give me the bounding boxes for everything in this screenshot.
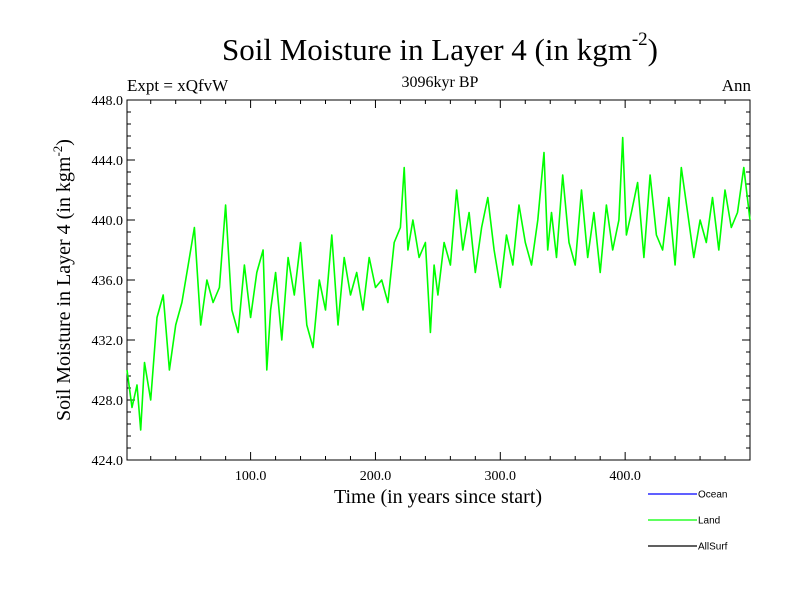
x-tick-label: 200.0	[360, 469, 392, 484]
y-tick-label: 428.0	[92, 394, 124, 409]
experiment-label: Expt = xQfvW	[127, 76, 229, 95]
x-axis-label: Time (in years since start)	[334, 486, 542, 508]
x-tick-label: 400.0	[609, 469, 641, 484]
x-tick-label: 100.0	[235, 469, 267, 484]
chart-title-end: )	[647, 32, 658, 67]
chart-title-superscript: -2	[631, 28, 648, 50]
legend-label-land: Land	[698, 516, 720, 527]
y-tick-label: 424.0	[92, 454, 124, 469]
y-tick-label: 440.0	[92, 214, 124, 229]
series-line-land	[126, 136, 751, 431]
legend-label-allsurf: AllSurf	[698, 542, 728, 553]
y-tick-label: 448.0	[92, 94, 124, 109]
period-label: 3096kyr BP	[401, 74, 479, 91]
legend: Ocean Land AllSurf	[648, 490, 728, 553]
y-axis-ticks: 424.0 428.0 432.0 436.0 440.0 444.0 448.0	[92, 94, 750, 469]
plot-frame	[126, 99, 751, 461]
chart-title: Soil Moisture in Layer 4 (in kgm-2)	[0, 28, 800, 68]
y-axis-label-superscript: -2	[50, 146, 65, 157]
legend-label-ocean: Ocean	[698, 490, 727, 501]
y-tick-label: 444.0	[92, 154, 124, 169]
y-tick-label: 432.0	[92, 334, 124, 349]
season-label: Ann	[721, 76, 751, 95]
y-axis-label: Soil Moisture in Layer 4 (in kgm-2)	[50, 139, 75, 421]
chart-title-text: Soil Moisture in Layer 4 (in kgm	[222, 32, 632, 67]
y-tick-label: 436.0	[92, 274, 124, 289]
y-axis-label-text: Soil Moisture in Layer 4 (in kgm	[53, 156, 75, 421]
y-axis-label-end: )	[53, 139, 75, 146]
x-axis-ticks: 100.0 200.0 300.0 400.0	[150, 100, 751, 484]
x-tick-label: 300.0	[485, 469, 517, 484]
